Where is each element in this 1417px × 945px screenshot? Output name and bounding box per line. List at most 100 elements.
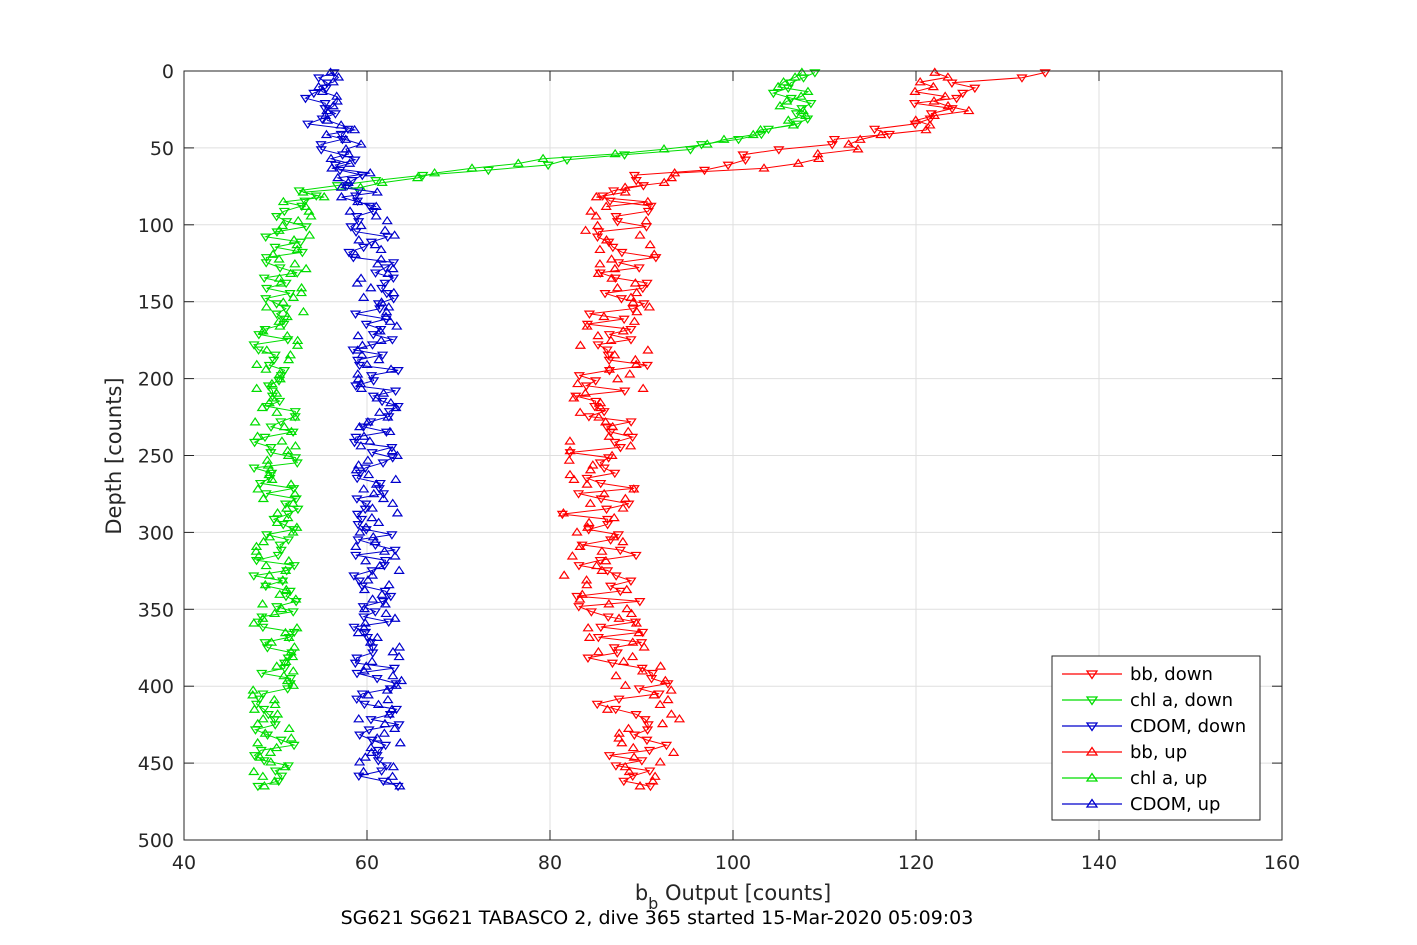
data-point <box>275 736 287 746</box>
data-point <box>278 207 290 217</box>
data-point <box>795 91 807 100</box>
data-point <box>350 433 362 443</box>
data-point <box>257 771 269 780</box>
data-point <box>316 86 328 95</box>
y-tick-label: 150 <box>138 292 174 314</box>
data-point <box>617 503 629 512</box>
data-point <box>618 315 630 325</box>
data-point <box>739 156 752 165</box>
data-point <box>634 598 646 607</box>
data-point <box>619 761 631 771</box>
data-point <box>329 110 342 119</box>
data-point <box>373 407 386 416</box>
data-point <box>665 685 677 694</box>
data-point <box>391 321 403 330</box>
data-point <box>601 521 614 530</box>
data-point <box>260 254 273 263</box>
data-point <box>772 81 784 91</box>
data-point <box>594 397 607 407</box>
data-point <box>792 158 804 167</box>
data-point <box>277 575 289 584</box>
data-point <box>288 642 301 651</box>
data-point <box>642 196 654 206</box>
data-point <box>607 243 619 253</box>
data-point <box>364 436 376 445</box>
data-point <box>394 781 406 790</box>
data-point <box>276 603 288 613</box>
data-point <box>325 153 337 163</box>
data-point <box>274 397 286 407</box>
data-point <box>352 373 365 383</box>
data-point <box>290 495 302 504</box>
data-point <box>386 444 398 453</box>
data-point <box>609 148 621 158</box>
data-point <box>379 264 392 273</box>
data-point <box>641 726 654 735</box>
data-point <box>335 191 348 201</box>
data-point <box>645 675 658 684</box>
data-point <box>300 263 312 273</box>
data-point <box>340 134 352 143</box>
data-point <box>369 239 381 249</box>
data-point <box>290 594 302 603</box>
data-point <box>321 115 334 124</box>
data-point <box>266 378 278 388</box>
data-point <box>603 752 616 761</box>
data-point <box>274 589 286 598</box>
data-point <box>350 464 362 474</box>
x-tick-label: 160 <box>1264 852 1300 874</box>
data-point <box>284 290 296 299</box>
data-point <box>625 608 638 618</box>
data-point <box>285 426 298 436</box>
x-axis-title-subscript: b <box>648 894 658 913</box>
data-point <box>255 746 267 756</box>
data-point <box>280 656 292 665</box>
data-point <box>603 356 615 366</box>
data-point <box>360 320 372 330</box>
data-point <box>257 493 269 503</box>
data-point <box>287 666 299 675</box>
data-point <box>611 218 624 227</box>
legend-entry: bb, up <box>1062 742 1187 763</box>
data-point <box>389 546 401 556</box>
data-point <box>637 182 650 191</box>
data-point <box>648 249 660 258</box>
data-point <box>280 584 292 594</box>
data-point <box>598 311 610 321</box>
data-point <box>391 508 404 517</box>
data-point <box>606 273 618 282</box>
x-tick-label: 80 <box>538 852 562 874</box>
data-point <box>291 340 304 349</box>
data-point <box>383 579 395 589</box>
data-point <box>340 144 352 153</box>
data-point <box>382 268 394 277</box>
data-point <box>252 737 264 747</box>
data-point <box>600 201 612 210</box>
series-chl-a-up <box>247 67 814 790</box>
data-point <box>600 555 612 565</box>
data-point <box>376 767 388 776</box>
data-point <box>628 316 641 325</box>
data-point <box>646 669 658 679</box>
y-tick-label: 300 <box>138 522 174 544</box>
data-point <box>625 440 637 450</box>
data-point <box>630 710 642 720</box>
data-point <box>605 335 617 345</box>
data-point <box>628 752 640 761</box>
y-tick-label: 0 <box>162 61 174 83</box>
data-point <box>640 215 652 225</box>
data-point <box>267 249 279 258</box>
data-point <box>564 436 576 445</box>
data-point <box>354 469 366 479</box>
data-point <box>285 268 297 277</box>
data-point <box>371 752 383 761</box>
data-point <box>279 500 292 509</box>
data-point <box>263 397 275 407</box>
data-point <box>356 340 369 349</box>
data-point <box>747 129 759 139</box>
data-point <box>618 777 630 787</box>
data-point <box>258 705 270 715</box>
y-tick-label: 50 <box>150 138 174 160</box>
data-point <box>383 408 395 417</box>
data-point <box>639 716 651 725</box>
